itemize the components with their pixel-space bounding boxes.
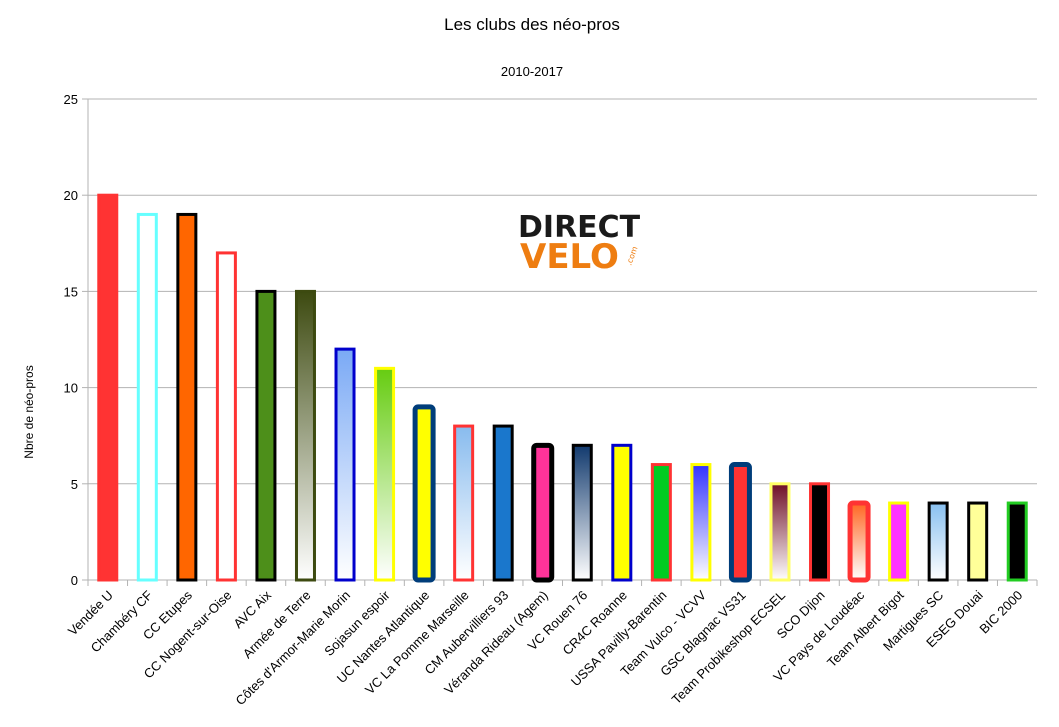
bar	[453, 424, 475, 582]
logo-suffix: .com	[624, 245, 639, 267]
bar	[215, 251, 237, 582]
directvelo-logo: DIRECT VELO .com	[518, 210, 641, 277]
bar	[412, 404, 436, 583]
bar	[927, 501, 949, 582]
bar	[334, 347, 356, 582]
x-tick-label: BIC 2000	[976, 588, 1025, 637]
bar	[769, 482, 791, 582]
bar	[97, 193, 119, 582]
y-tick-label: 15	[64, 284, 78, 299]
bar	[571, 443, 593, 582]
y-tick-label: 5	[71, 477, 78, 492]
x-tick-label: Armée de Terre	[240, 588, 314, 662]
bar	[690, 463, 712, 582]
bar	[294, 289, 316, 582]
bar	[374, 366, 396, 582]
bar	[176, 212, 198, 582]
bar	[888, 501, 910, 582]
bar	[728, 462, 752, 583]
y-tick-labels: 0 5 10 15 20 25	[64, 92, 78, 588]
bar	[847, 500, 871, 583]
y-tick-label: 0	[71, 573, 78, 588]
bar	[611, 443, 633, 582]
chart-title: Les clubs des néo-pros	[444, 15, 620, 34]
chart-subtitle: 2010-2017	[501, 64, 563, 79]
bar	[492, 424, 514, 582]
bar	[1006, 501, 1028, 582]
gridlines	[82, 98, 1038, 586]
bar	[531, 442, 555, 583]
y-axis-label: Nbre de néo-pros	[22, 365, 36, 458]
bar	[255, 289, 277, 582]
logo-line2: VELO	[520, 237, 619, 277]
y-tick-label: 20	[64, 188, 78, 203]
bar	[650, 463, 672, 582]
logo-line1: DIRECT	[518, 210, 641, 245]
bars	[97, 193, 1028, 583]
bar	[809, 482, 831, 582]
y-tick-label: 10	[64, 381, 78, 396]
bar	[967, 501, 989, 582]
bar	[136, 212, 158, 582]
y-tick-label: 25	[64, 92, 78, 107]
